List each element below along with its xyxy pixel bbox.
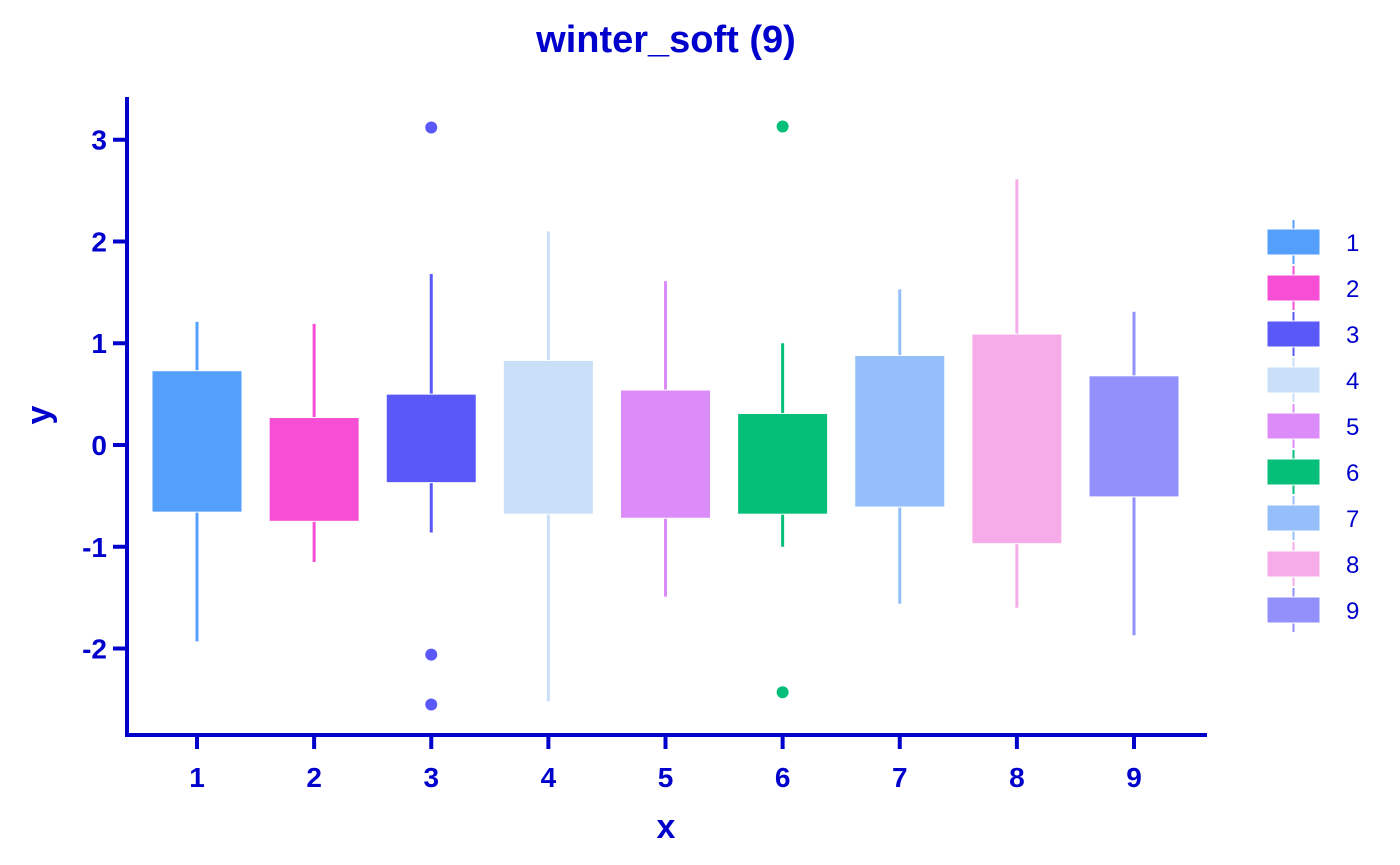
box-body xyxy=(971,333,1063,545)
box-group-1 xyxy=(151,321,243,642)
legend-label: 1 xyxy=(1346,230,1359,257)
box-body xyxy=(854,354,946,508)
legend-item-5: 5 xyxy=(1266,404,1359,448)
legend-key-swatch xyxy=(1266,228,1321,256)
legend-label: 6 xyxy=(1346,460,1359,487)
legend-item-9: 9 xyxy=(1266,588,1359,632)
legend-item-3: 3 xyxy=(1266,312,1359,356)
legend-key-swatch xyxy=(1266,320,1321,348)
legend-label: 7 xyxy=(1346,506,1359,533)
y-tick-label: 2 xyxy=(91,226,107,257)
legend-label: 3 xyxy=(1346,322,1359,349)
legend: 1 2 3 4 5 6 7 8 9 xyxy=(1266,220,1359,632)
box-body xyxy=(385,393,477,484)
x-axis-title: x xyxy=(657,808,676,846)
legend-label: 4 xyxy=(1346,368,1359,395)
legend-label: 5 xyxy=(1346,414,1359,441)
outlier-point xyxy=(425,698,438,711)
x-tick-label: 9 xyxy=(1126,762,1142,793)
x-tick-label: 2 xyxy=(306,762,322,793)
legend-key-swatch xyxy=(1266,274,1321,302)
box-body xyxy=(502,360,594,515)
box-group-9 xyxy=(1088,311,1180,636)
outlier-point xyxy=(776,686,789,699)
outlier-point xyxy=(776,120,789,133)
box-body xyxy=(1088,375,1180,498)
legend-label: 2 xyxy=(1346,276,1359,303)
box-group-5 xyxy=(620,281,711,597)
legend-key-swatch xyxy=(1266,504,1321,532)
legend-key-swatch xyxy=(1266,412,1321,440)
chart-title: winter_soft (9) xyxy=(535,19,796,61)
y-tick-label: 3 xyxy=(91,125,107,156)
y-tick-label: -1 xyxy=(82,532,107,563)
legend-key-swatch xyxy=(1266,596,1321,624)
x-tick-label: 6 xyxy=(775,762,791,793)
axes: -2 -1 0 1 2 3 1 2 3 4 5 6 7 8 9 xyxy=(82,97,1207,793)
x-tick-label: 4 xyxy=(541,762,557,793)
box-group-2 xyxy=(268,323,360,563)
legend-item-2: 2 xyxy=(1266,266,1359,310)
box-group-3 xyxy=(385,121,477,711)
legend-item-6: 6 xyxy=(1266,450,1359,494)
y-tick-label: -2 xyxy=(82,634,107,665)
box-group-8 xyxy=(971,179,1063,608)
box-group-7 xyxy=(854,289,946,604)
box-body xyxy=(737,412,829,515)
x-tick-label: 3 xyxy=(423,762,439,793)
y-axis-title: y xyxy=(20,405,58,424)
legend-label: 9 xyxy=(1346,598,1359,625)
y-tick-label: 1 xyxy=(91,328,107,359)
legend-label: 8 xyxy=(1346,552,1359,579)
box-body xyxy=(151,370,243,513)
box-body xyxy=(268,417,360,522)
plot-area xyxy=(151,120,1180,711)
legend-item-4: 4 xyxy=(1266,358,1359,402)
legend-item-8: 8 xyxy=(1266,542,1359,586)
y-tick-label: 0 xyxy=(91,430,107,461)
x-tick-label: 8 xyxy=(1009,762,1025,793)
outlier-point xyxy=(425,648,438,661)
legend-key-swatch xyxy=(1266,366,1321,394)
x-tick-label: 1 xyxy=(189,762,205,793)
legend-key-swatch xyxy=(1266,550,1321,578)
x-tick-label: 7 xyxy=(892,762,908,793)
x-tick-label: 5 xyxy=(658,762,674,793)
box-group-6 xyxy=(737,120,829,699)
legend-item-7: 7 xyxy=(1266,496,1359,540)
legend-item-1: 1 xyxy=(1266,220,1359,264)
box-group-4 xyxy=(502,231,594,702)
outlier-point xyxy=(425,121,438,134)
legend-key-swatch xyxy=(1266,458,1321,486)
box-body xyxy=(620,389,711,519)
